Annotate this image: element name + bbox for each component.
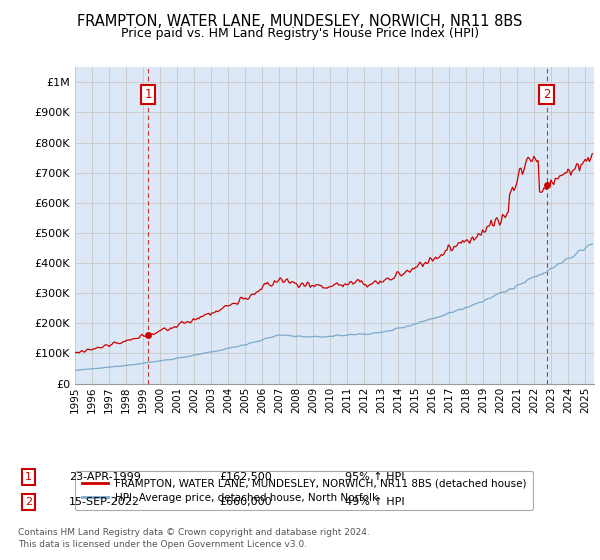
Text: 49% ↑ HPI: 49% ↑ HPI <box>345 497 404 507</box>
Text: 15-SEP-2022: 15-SEP-2022 <box>69 497 140 507</box>
Text: 1: 1 <box>25 472 32 482</box>
Text: £162,500: £162,500 <box>219 472 272 482</box>
Text: Contains HM Land Registry data © Crown copyright and database right 2024.
This d: Contains HM Land Registry data © Crown c… <box>18 528 370 549</box>
Text: 2: 2 <box>543 88 550 101</box>
Text: £660,000: £660,000 <box>219 497 272 507</box>
Text: 23-APR-1999: 23-APR-1999 <box>69 472 141 482</box>
Text: 1: 1 <box>145 88 152 101</box>
Text: FRAMPTON, WATER LANE, MUNDESLEY, NORWICH, NR11 8BS: FRAMPTON, WATER LANE, MUNDESLEY, NORWICH… <box>77 14 523 29</box>
Text: Price paid vs. HM Land Registry's House Price Index (HPI): Price paid vs. HM Land Registry's House … <box>121 27 479 40</box>
Legend: FRAMPTON, WATER LANE, MUNDESLEY, NORWICH, NR11 8BS (detached house), HPI: Averag: FRAMPTON, WATER LANE, MUNDESLEY, NORWICH… <box>75 471 533 510</box>
Text: 2: 2 <box>25 497 32 507</box>
Text: 95% ↑ HPI: 95% ↑ HPI <box>345 472 404 482</box>
